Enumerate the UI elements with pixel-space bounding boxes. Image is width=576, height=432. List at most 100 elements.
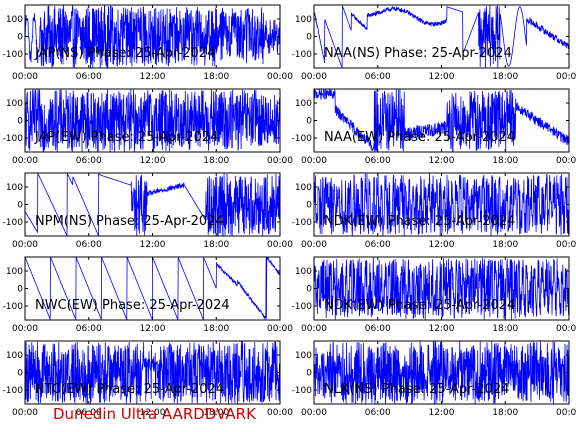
- x-tick-label: 00:00: [267, 324, 293, 334]
- x-tick-label: 18:00: [492, 408, 518, 418]
- x-tick-label: 06:00: [365, 156, 391, 166]
- x-tick-label: 18:00: [492, 156, 518, 166]
- chart-title: JAP(NS) Phase: 25-Apr-2024: [34, 46, 215, 61]
- phase-series-line: [314, 5, 569, 68]
- x-tick-label: 00:00: [556, 240, 576, 250]
- y-tick-label: 0: [306, 33, 312, 43]
- y-tick-label: 0: [17, 285, 23, 295]
- chart-panel: 100 0 -100 00:00 06:00 12:00 18:00 00:00 NDK(EW)…: [292, 256, 576, 334]
- x-tick-label: 06:00: [76, 324, 102, 334]
- x-tick-label: 06:00: [365, 324, 391, 334]
- y-tick-label: -100: [292, 302, 313, 312]
- y-tick-label: 0: [306, 285, 312, 295]
- chart-panel: 100 0 -100 00:00 06:00 12:00 18:00 00:00 NLK(NS)…: [292, 340, 576, 418]
- phase-series-line: [314, 257, 569, 320]
- y-tick-label: -100: [3, 134, 24, 144]
- x-tick-label: 00:00: [301, 408, 327, 418]
- x-tick-label: 00:00: [301, 72, 327, 82]
- y-tick-label: 0: [306, 201, 312, 211]
- y-tick-label: -100: [3, 50, 24, 60]
- x-tick-label: 12:00: [140, 240, 166, 250]
- x-tick-label: 06:00: [365, 408, 391, 418]
- chart-title: NPM(NS) Phase: 25-Apr-2024: [35, 214, 224, 229]
- chart-title: NTC(EW) Phase: 25-Apr-2024: [35, 382, 224, 397]
- x-tick-label: 18:00: [492, 324, 518, 334]
- x-tick-label: 00:00: [12, 240, 38, 250]
- y-tick-label: -100: [292, 50, 313, 60]
- y-tick-label: 100: [6, 267, 23, 277]
- x-tick-label: 18:00: [203, 240, 229, 250]
- x-tick-label: 12:00: [429, 156, 455, 166]
- chart-panel: 100 0 -100 00:00 06:00 12:00 18:00 00:00 JAP(EW)…: [3, 88, 293, 166]
- x-tick-label: 00:00: [12, 72, 38, 82]
- x-tick-label: 00:00: [12, 156, 38, 166]
- x-tick-label: 12:00: [140, 156, 166, 166]
- y-tick-label: 0: [17, 33, 23, 43]
- x-tick-label: 00:00: [556, 408, 576, 418]
- x-tick-label: 12:00: [140, 324, 166, 334]
- chart-panel: 100 0 -100 00:00 06:00 12:00 18:00 00:00 NTC(EW)…: [3, 340, 293, 418]
- x-tick-label: 18:00: [203, 72, 229, 82]
- chart-panel: 100 0 -100 00:00 06:00 12:00 18:00 00:00 NWC(EW)…: [3, 256, 293, 334]
- x-tick-label: 06:00: [76, 408, 102, 418]
- x-tick-label: 18:00: [203, 324, 229, 334]
- y-tick-label: 0: [17, 369, 23, 379]
- x-tick-label: 00:00: [267, 240, 293, 250]
- x-tick-label: 18:00: [492, 72, 518, 82]
- phase-series-line: [314, 89, 569, 152]
- x-tick-label: 06:00: [76, 156, 102, 166]
- chart-title: NAA(NS) Phase: 25-Apr-2024: [324, 46, 512, 61]
- chart-panel: 100 0 -100 00:00 06:00 12:00 18:00 00:00 JAP(NS)…: [3, 4, 293, 82]
- x-tick-label: 00:00: [556, 156, 576, 166]
- y-tick-label: 100: [295, 267, 312, 277]
- y-tick-label: 100: [6, 15, 23, 25]
- y-tick-label: 0: [306, 117, 312, 127]
- chart-panel: 100 0 -100 00:00 06:00 12:00 18:00 00:00 NAA(EW)…: [292, 88, 576, 166]
- y-tick-label: -100: [292, 386, 313, 396]
- x-tick-label: 12:00: [429, 240, 455, 250]
- x-tick-label: 00:00: [12, 408, 38, 418]
- y-tick-label: 100: [6, 351, 23, 361]
- x-tick-label: 00:00: [556, 324, 576, 334]
- y-tick-label: -100: [292, 134, 313, 144]
- chart-title: NAA(EW) Phase: 25-Apr-2024: [324, 130, 515, 145]
- y-tick-label: 100: [6, 99, 23, 109]
- phase-series-line: [314, 173, 569, 236]
- y-tick-label: -100: [3, 302, 24, 312]
- x-tick-label: 12:00: [140, 72, 166, 82]
- phase-series-line: [314, 341, 569, 404]
- x-tick-label: 06:00: [76, 72, 102, 82]
- chart-panel: 100 0 -100 00:00 06:00 12:00 18:00 00:00 NPM(NS)…: [3, 172, 293, 250]
- x-tick-label: 18:00: [203, 156, 229, 166]
- x-tick-label: 12:00: [140, 408, 166, 418]
- x-tick-label: 00:00: [556, 72, 576, 82]
- x-tick-label: 00:00: [301, 324, 327, 334]
- x-tick-label: 18:00: [203, 408, 229, 418]
- x-tick-label: 12:00: [429, 408, 455, 418]
- y-tick-label: -100: [3, 218, 24, 228]
- x-tick-label: 00:00: [12, 324, 38, 334]
- y-tick-label: -100: [3, 386, 24, 396]
- x-tick-label: 18:00: [492, 240, 518, 250]
- y-tick-label: 0: [17, 117, 23, 127]
- x-tick-label: 00:00: [301, 240, 327, 250]
- footer-label: Dunedin Ultra AARDDVARK: [53, 405, 257, 423]
- chart-title: NWC(EW) Phase: 25-Apr-2024: [35, 298, 230, 313]
- x-tick-label: 12:00: [429, 324, 455, 334]
- y-tick-label: 100: [295, 99, 312, 109]
- chart-title: NDK(EW) Phase: 25-Apr-2024: [324, 214, 515, 229]
- x-tick-label: 06:00: [365, 240, 391, 250]
- y-tick-label: 100: [6, 183, 23, 193]
- phase-series-line: [25, 173, 280, 236]
- phase-series-line: [25, 257, 280, 320]
- x-tick-label: 00:00: [267, 72, 293, 82]
- x-tick-label: 06:00: [365, 72, 391, 82]
- y-tick-label: 0: [17, 201, 23, 211]
- y-tick-label: 0: [306, 369, 312, 379]
- y-tick-label: 100: [295, 15, 312, 25]
- x-tick-label: 00:00: [267, 156, 293, 166]
- chart-title: NLK(NS) Phase: 25-Apr-2024: [324, 382, 509, 397]
- phase-series-line: [25, 5, 280, 68]
- y-tick-label: 100: [295, 183, 312, 193]
